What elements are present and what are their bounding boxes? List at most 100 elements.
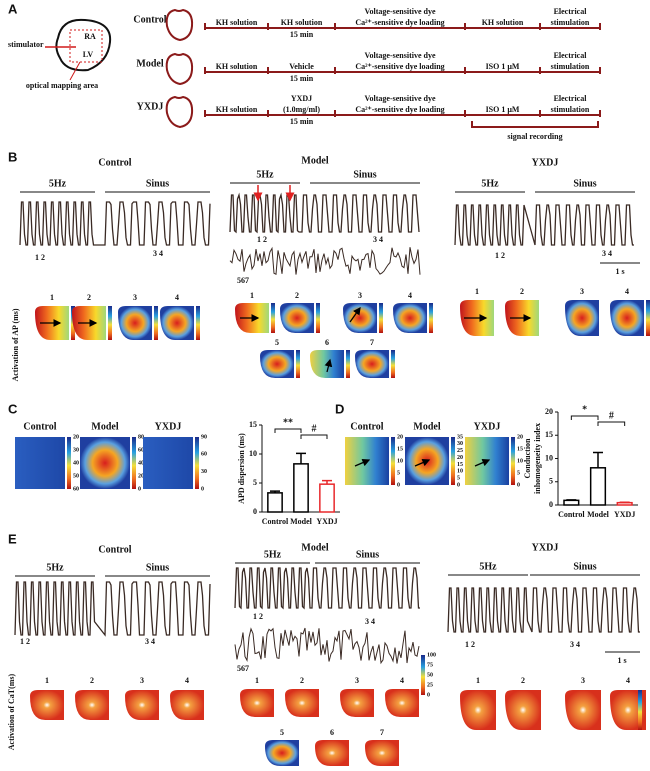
bar <box>293 463 309 513</box>
group-label: Model <box>413 421 440 432</box>
colorbar-tick: 0 <box>138 486 141 492</box>
step-text: Vehicle <box>289 62 314 71</box>
map-number: 2 <box>300 676 304 685</box>
map-number: 6 <box>330 728 334 737</box>
colorbar <box>154 306 158 340</box>
group-label: Control <box>23 421 56 432</box>
significance-bracket <box>300 434 328 439</box>
beat-label: 1 2 <box>495 251 505 260</box>
sinus-label: Sinus <box>356 549 379 560</box>
heart-outline <box>55 18 112 72</box>
map-number: 3 <box>133 293 137 302</box>
map-number: 1 <box>50 293 54 302</box>
significance-label: ** <box>283 417 293 428</box>
heart-icon <box>165 52 194 86</box>
step-text: Voltage-sensitive dye <box>364 51 435 60</box>
stim-label: 5Hz <box>264 549 282 560</box>
group-label: Control <box>350 421 383 432</box>
colorbar <box>316 303 320 333</box>
colorbar <box>108 306 112 340</box>
sinus-label: Sinus <box>573 561 596 572</box>
scale-label: 1 s <box>617 656 626 665</box>
recording-bracket <box>471 121 599 128</box>
map <box>355 350 389 378</box>
map <box>280 303 314 333</box>
map <box>310 350 344 378</box>
stim-label: 5Hz <box>481 178 499 189</box>
error-bar <box>270 490 280 493</box>
colorbar <box>195 437 199 489</box>
y-axis-label: APD dispersion (ms) <box>237 433 246 504</box>
map <box>260 350 294 378</box>
significance-bracket <box>570 415 599 420</box>
colorbar-tick: 25 <box>457 448 463 454</box>
colorbar-tick: 35 <box>457 434 463 440</box>
colorbar-tick: 40 <box>73 460 79 466</box>
trace <box>229 192 420 234</box>
bar <box>589 467 607 506</box>
step-text: Electrical <box>554 7 588 16</box>
group-title: Control <box>98 544 131 555</box>
map <box>393 303 427 333</box>
significance-label: # <box>312 423 317 434</box>
map-number: 2 <box>521 676 525 685</box>
panel-label: D <box>335 401 344 416</box>
colorbar <box>638 690 642 730</box>
map <box>240 689 274 717</box>
step-text: 15 min <box>290 30 314 39</box>
map-number: 3 <box>355 676 359 685</box>
map <box>385 689 419 717</box>
map <box>265 740 299 766</box>
beat-label: 3 4 <box>373 235 383 244</box>
colorbar <box>132 437 136 489</box>
map-number: 6 <box>325 338 329 347</box>
map-number: 2 <box>295 291 299 300</box>
step-text: stimulation <box>551 18 590 27</box>
stim-label: 5Hz <box>49 178 67 189</box>
colorbar-tick: 20 <box>73 434 79 440</box>
recording-label: signal recording <box>507 132 562 141</box>
map <box>505 690 541 730</box>
group-label: YXDJ <box>137 101 164 112</box>
colorbar-tick: 30 <box>73 447 79 453</box>
colorbar-tick: 25 <box>427 682 433 688</box>
significance-bracket <box>274 428 302 433</box>
beat-label: 1 2 <box>253 612 263 621</box>
line <box>349 306 361 323</box>
trace <box>229 246 421 275</box>
colorbar <box>451 437 455 485</box>
group-label: YXDJ <box>474 421 501 432</box>
colorbar-tick: 5 <box>397 470 400 476</box>
y-tick-label: 15 <box>545 430 553 439</box>
x-tick-label: YXDJ <box>614 510 635 519</box>
bar <box>319 483 335 513</box>
colorbar-tick: 15 <box>517 446 523 452</box>
map <box>460 690 496 730</box>
stim-label: 5Hz <box>479 561 497 572</box>
x-tick-label: Control <box>558 510 585 519</box>
colorbar-tick: 20 <box>397 434 403 440</box>
step-text: 15 min <box>290 74 314 83</box>
colorbar <box>421 655 425 695</box>
group-label: Model <box>136 58 163 69</box>
step-text: stimulation <box>551 62 590 71</box>
map <box>170 690 204 720</box>
panel-label: E <box>8 531 17 546</box>
colorbar-tick: 5 <box>457 476 460 482</box>
step-text: Ca²⁺-sensitive dye loading <box>355 18 444 27</box>
map-number: 4 <box>408 291 412 300</box>
colorbar <box>391 350 395 378</box>
line <box>414 458 431 467</box>
colorbar-tick: 100 <box>427 652 436 658</box>
heart-icon <box>165 8 194 42</box>
step-text: Voltage-sensitive dye <box>364 7 435 16</box>
y-axis-label: Conduction <box>523 438 532 479</box>
x-tick-label: Control <box>262 517 289 526</box>
map <box>610 690 646 730</box>
mapping-area <box>69 29 103 63</box>
beat-label: 1 2 <box>257 235 267 244</box>
colorbar-tick: 50 <box>73 473 79 479</box>
colorbar <box>346 350 350 378</box>
colorbar <box>271 303 275 333</box>
colorbar-tick: 0 <box>427 692 430 698</box>
